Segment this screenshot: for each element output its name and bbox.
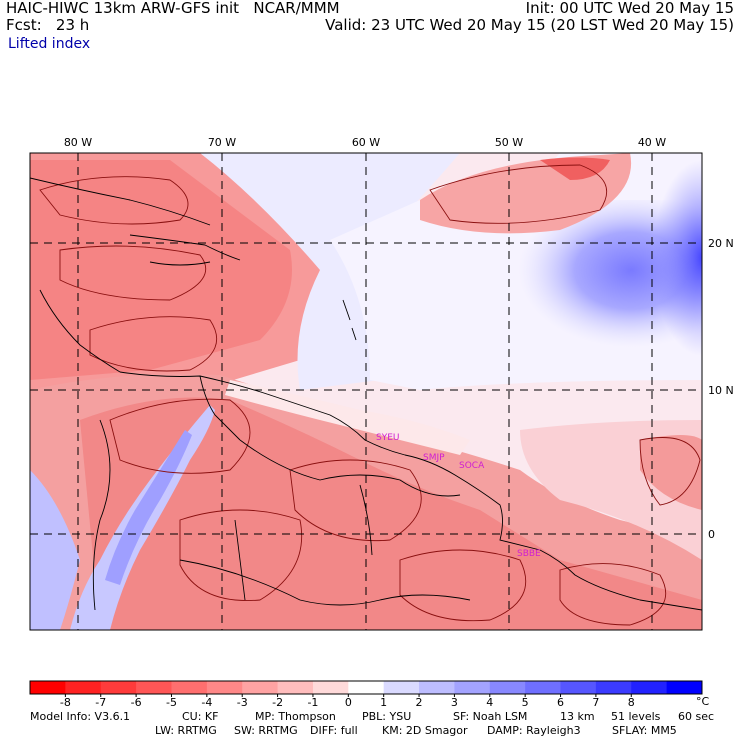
colorbar-border: [29, 680, 703, 695]
station-label: SMJP: [423, 453, 445, 463]
colorbar-swatch: [206, 681, 243, 694]
lon-label: 70 W: [208, 136, 236, 149]
colorbar-swatch: [666, 681, 703, 694]
colorbar-tick-label: -5: [166, 696, 177, 709]
colorbar-swatch: [489, 681, 526, 694]
colorbar-swatch: [30, 681, 66, 694]
colorbar-tick-label: 5: [522, 696, 529, 709]
colorbar-tick-label: 7: [592, 696, 599, 709]
contours: [39, 164, 701, 626]
colorbar-tick-label: 8: [628, 696, 635, 709]
km-scheme: KM: 2D Smagor: [382, 724, 468, 737]
colorbar-swatch: [525, 681, 562, 694]
colorbar-tick-label: -1: [307, 696, 318, 709]
timestep: 60 sec: [678, 710, 715, 723]
colorbar-swatch: [277, 681, 314, 694]
lat-label: 0: [708, 528, 715, 541]
init-time: Init: 00 UTC Wed 20 May 15: [525, 0, 734, 17]
colorbar-tick-label: -7: [95, 696, 106, 709]
colorbar-swatch: [312, 681, 349, 694]
lw-scheme: LW: RRTMG: [155, 724, 217, 737]
lat-label: 10 N: [708, 384, 734, 397]
station-label: SYEU: [376, 433, 399, 443]
lat-label: 20 N: [708, 237, 734, 250]
forecast-hour: Fcst: 23 h: [6, 16, 90, 34]
colorbar-swatch: [419, 681, 455, 694]
colorbar-swatch: [631, 681, 668, 694]
lon-labels: 80 W 70 W 60 W 50 W 40 W: [64, 136, 666, 149]
header-left: HAIC-HIWC 13km ARW-GFS init NCAR/MMM Fcst…: [6, 0, 340, 34]
sw-scheme: SW: RRTMG: [234, 724, 298, 737]
lat-labels: 20 N 10 N 0: [708, 237, 734, 541]
colorbar-tick-label: -6: [131, 696, 142, 709]
colorbar-swatch: [560, 681, 597, 694]
colorbar-tick-label: 4: [486, 696, 493, 709]
colorbar-swatch: [65, 681, 102, 694]
model-title: HAIC-HIWC 13km ARW-GFS init NCAR/MMM: [6, 0, 340, 17]
colorbar-tick-label: 2: [416, 696, 423, 709]
diff-scheme: DIFF: full: [310, 724, 358, 737]
colorbar-tick-label: 3: [451, 696, 458, 709]
model-footer: Model Info: V3.6.1 CU: KF MP: Thompson P…: [0, 710, 740, 738]
resolution: 13 km: [560, 710, 595, 723]
colorbar-swatch: [348, 681, 385, 694]
colorbar-swatch: [595, 681, 632, 694]
lon-label: 60 W: [352, 136, 380, 149]
map-field: [30, 153, 702, 630]
valid-time: Valid: 23 UTC Wed 20 May 15 (20 LST Wed …: [325, 16, 734, 34]
coastlines: [30, 177, 702, 611]
field-name: Lifted index: [8, 36, 91, 52]
header-right: Init: 00 UTC Wed 20 May 15 Valid: 23 UTC …: [325, 0, 734, 34]
colorbar-tick-label: -2: [272, 696, 283, 709]
sflay-scheme: SFLAY: MM5: [612, 724, 677, 737]
lon-label: 50 W: [495, 136, 523, 149]
colorbar-unit: °C: [696, 695, 710, 708]
colorbar-tick-label: -3: [237, 696, 248, 709]
pbl-scheme: PBL: YSU: [362, 710, 412, 723]
colorbar-swatch: [383, 681, 420, 694]
colorbar: -8 -7 -6 -5 -4 -3 -2 -1 0 1 2 3 4 5 6 7 8: [29, 680, 703, 709]
colorbar-tick-label: -8: [60, 696, 71, 709]
station-label: SBBE: [517, 549, 541, 559]
sf-scheme: SF: Noah LSM: [453, 710, 528, 723]
colorbar-swatch: [171, 681, 208, 694]
mp-scheme: MP: Thompson: [255, 710, 336, 723]
graticule: [30, 153, 702, 630]
levels: 51 levels: [611, 710, 661, 723]
colorbar-swatch: [100, 681, 137, 694]
damp-scheme: DAMP: Rayleigh3: [487, 724, 581, 737]
colorbar-tick-label: 0: [345, 696, 352, 709]
lon-label: 80 W: [64, 136, 92, 149]
colorbar-swatch: [454, 681, 491, 694]
cu-scheme: CU: KF: [182, 710, 219, 723]
colorbar-tick-label: -4: [201, 696, 212, 709]
station-label: SOCA: [459, 461, 485, 471]
colorbar-tick-label: 1: [380, 696, 387, 709]
colorbar-tick-label: 6: [557, 696, 564, 709]
colorbar-swatch: [136, 681, 172, 694]
map-frame: [29, 152, 703, 631]
colorbar-swatch: [242, 681, 279, 694]
lon-label: 40 W: [638, 136, 666, 149]
model-info: Model Info: V3.6.1: [30, 710, 131, 723]
station-labels: SYEU SMJP SOCA SBBE: [376, 433, 541, 559]
